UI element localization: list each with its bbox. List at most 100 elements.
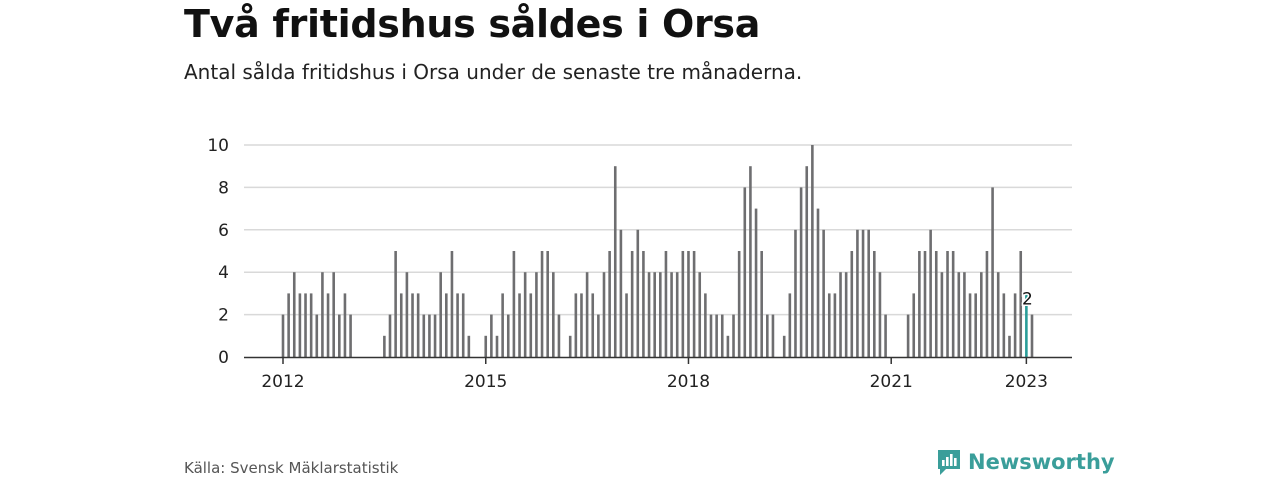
bar <box>771 314 775 357</box>
bar <box>642 251 645 357</box>
bar <box>445 293 448 357</box>
bar <box>760 251 763 357</box>
bar <box>456 293 459 357</box>
bar <box>867 229 870 357</box>
bar <box>788 293 792 357</box>
bar <box>428 314 431 357</box>
bar <box>980 272 983 357</box>
brand-logo[interactable]: Newsworthy <box>936 448 1115 476</box>
x-tick-label: 2018 <box>667 372 710 392</box>
bar <box>450 251 454 357</box>
x-tick-label: 2015 <box>464 372 507 392</box>
bar <box>709 314 713 357</box>
bar <box>309 293 313 357</box>
bar <box>766 314 769 357</box>
bar <box>912 293 916 357</box>
bar <box>754 208 758 357</box>
bar-highlight <box>1025 293 1028 357</box>
bar <box>687 251 690 357</box>
bar <box>399 293 403 357</box>
bar <box>388 314 392 357</box>
bar <box>1030 314 1034 357</box>
bar <box>630 251 634 357</box>
highlight-value-label: 2 <box>1022 290 1033 310</box>
bar <box>619 229 623 357</box>
bar <box>580 293 583 357</box>
bar <box>529 293 533 357</box>
bar <box>811 145 814 357</box>
bar <box>1019 251 1023 357</box>
bar <box>383 335 386 357</box>
bar <box>664 251 668 357</box>
bar <box>805 166 809 357</box>
bar <box>467 335 471 357</box>
bar <box>433 314 437 357</box>
bar <box>923 251 927 357</box>
y-tick-label: 8 <box>218 178 229 198</box>
bar <box>715 314 718 357</box>
bar <box>675 272 679 357</box>
bar <box>726 335 730 357</box>
bar <box>816 208 820 357</box>
bar <box>506 314 510 357</box>
bar <box>591 293 595 357</box>
bar <box>737 251 741 357</box>
bar <box>287 293 290 357</box>
bar <box>535 272 538 357</box>
bar <box>574 293 578 357</box>
bar <box>850 251 854 357</box>
bar <box>946 251 949 357</box>
bar <box>704 293 707 357</box>
bar <box>1002 293 1006 357</box>
bar <box>461 293 465 357</box>
bar <box>568 335 572 357</box>
bar <box>782 335 786 357</box>
brand-name: Newsworthy <box>968 450 1115 474</box>
bar <box>518 293 521 357</box>
bar <box>839 272 842 357</box>
bar <box>552 272 555 357</box>
bar <box>934 251 938 357</box>
bar <box>732 314 735 357</box>
bar <box>951 251 955 357</box>
bar <box>439 272 442 357</box>
bar <box>963 272 966 357</box>
bar <box>298 293 302 357</box>
bar <box>985 251 989 357</box>
bar <box>411 293 414 357</box>
bar <box>749 166 752 357</box>
bar <box>501 293 504 357</box>
bar <box>585 272 589 357</box>
bar <box>557 314 561 357</box>
bar <box>940 272 944 357</box>
bar <box>422 314 426 357</box>
bar <box>996 272 1000 357</box>
bar <box>670 272 673 357</box>
bar <box>523 272 527 357</box>
bar <box>321 272 324 357</box>
y-tick-label: 10 <box>207 136 229 156</box>
x-tick-label: 2023 <box>1005 372 1048 392</box>
bar <box>484 335 488 357</box>
bars: 2 <box>281 145 1034 357</box>
bar <box>957 272 961 357</box>
bar <box>861 229 865 357</box>
bar <box>659 272 662 357</box>
bar <box>918 251 921 357</box>
bar <box>597 314 600 357</box>
bar <box>608 251 611 357</box>
x-tick-label: 2021 <box>870 372 913 392</box>
bar <box>884 314 887 357</box>
bar <box>692 251 696 357</box>
bar <box>416 293 420 357</box>
bar <box>1008 335 1011 357</box>
bar <box>490 314 493 357</box>
bar <box>602 272 606 357</box>
bar-chart: 0 2 4 6 8 10 2 2012 2015 2018 2021 2023 <box>207 136 1072 392</box>
bar <box>636 229 640 357</box>
y-tick-label: 4 <box>218 263 229 283</box>
bar <box>974 293 977 357</box>
bar <box>827 293 831 357</box>
bar <box>540 251 544 357</box>
y-tick-label: 2 <box>218 306 229 326</box>
